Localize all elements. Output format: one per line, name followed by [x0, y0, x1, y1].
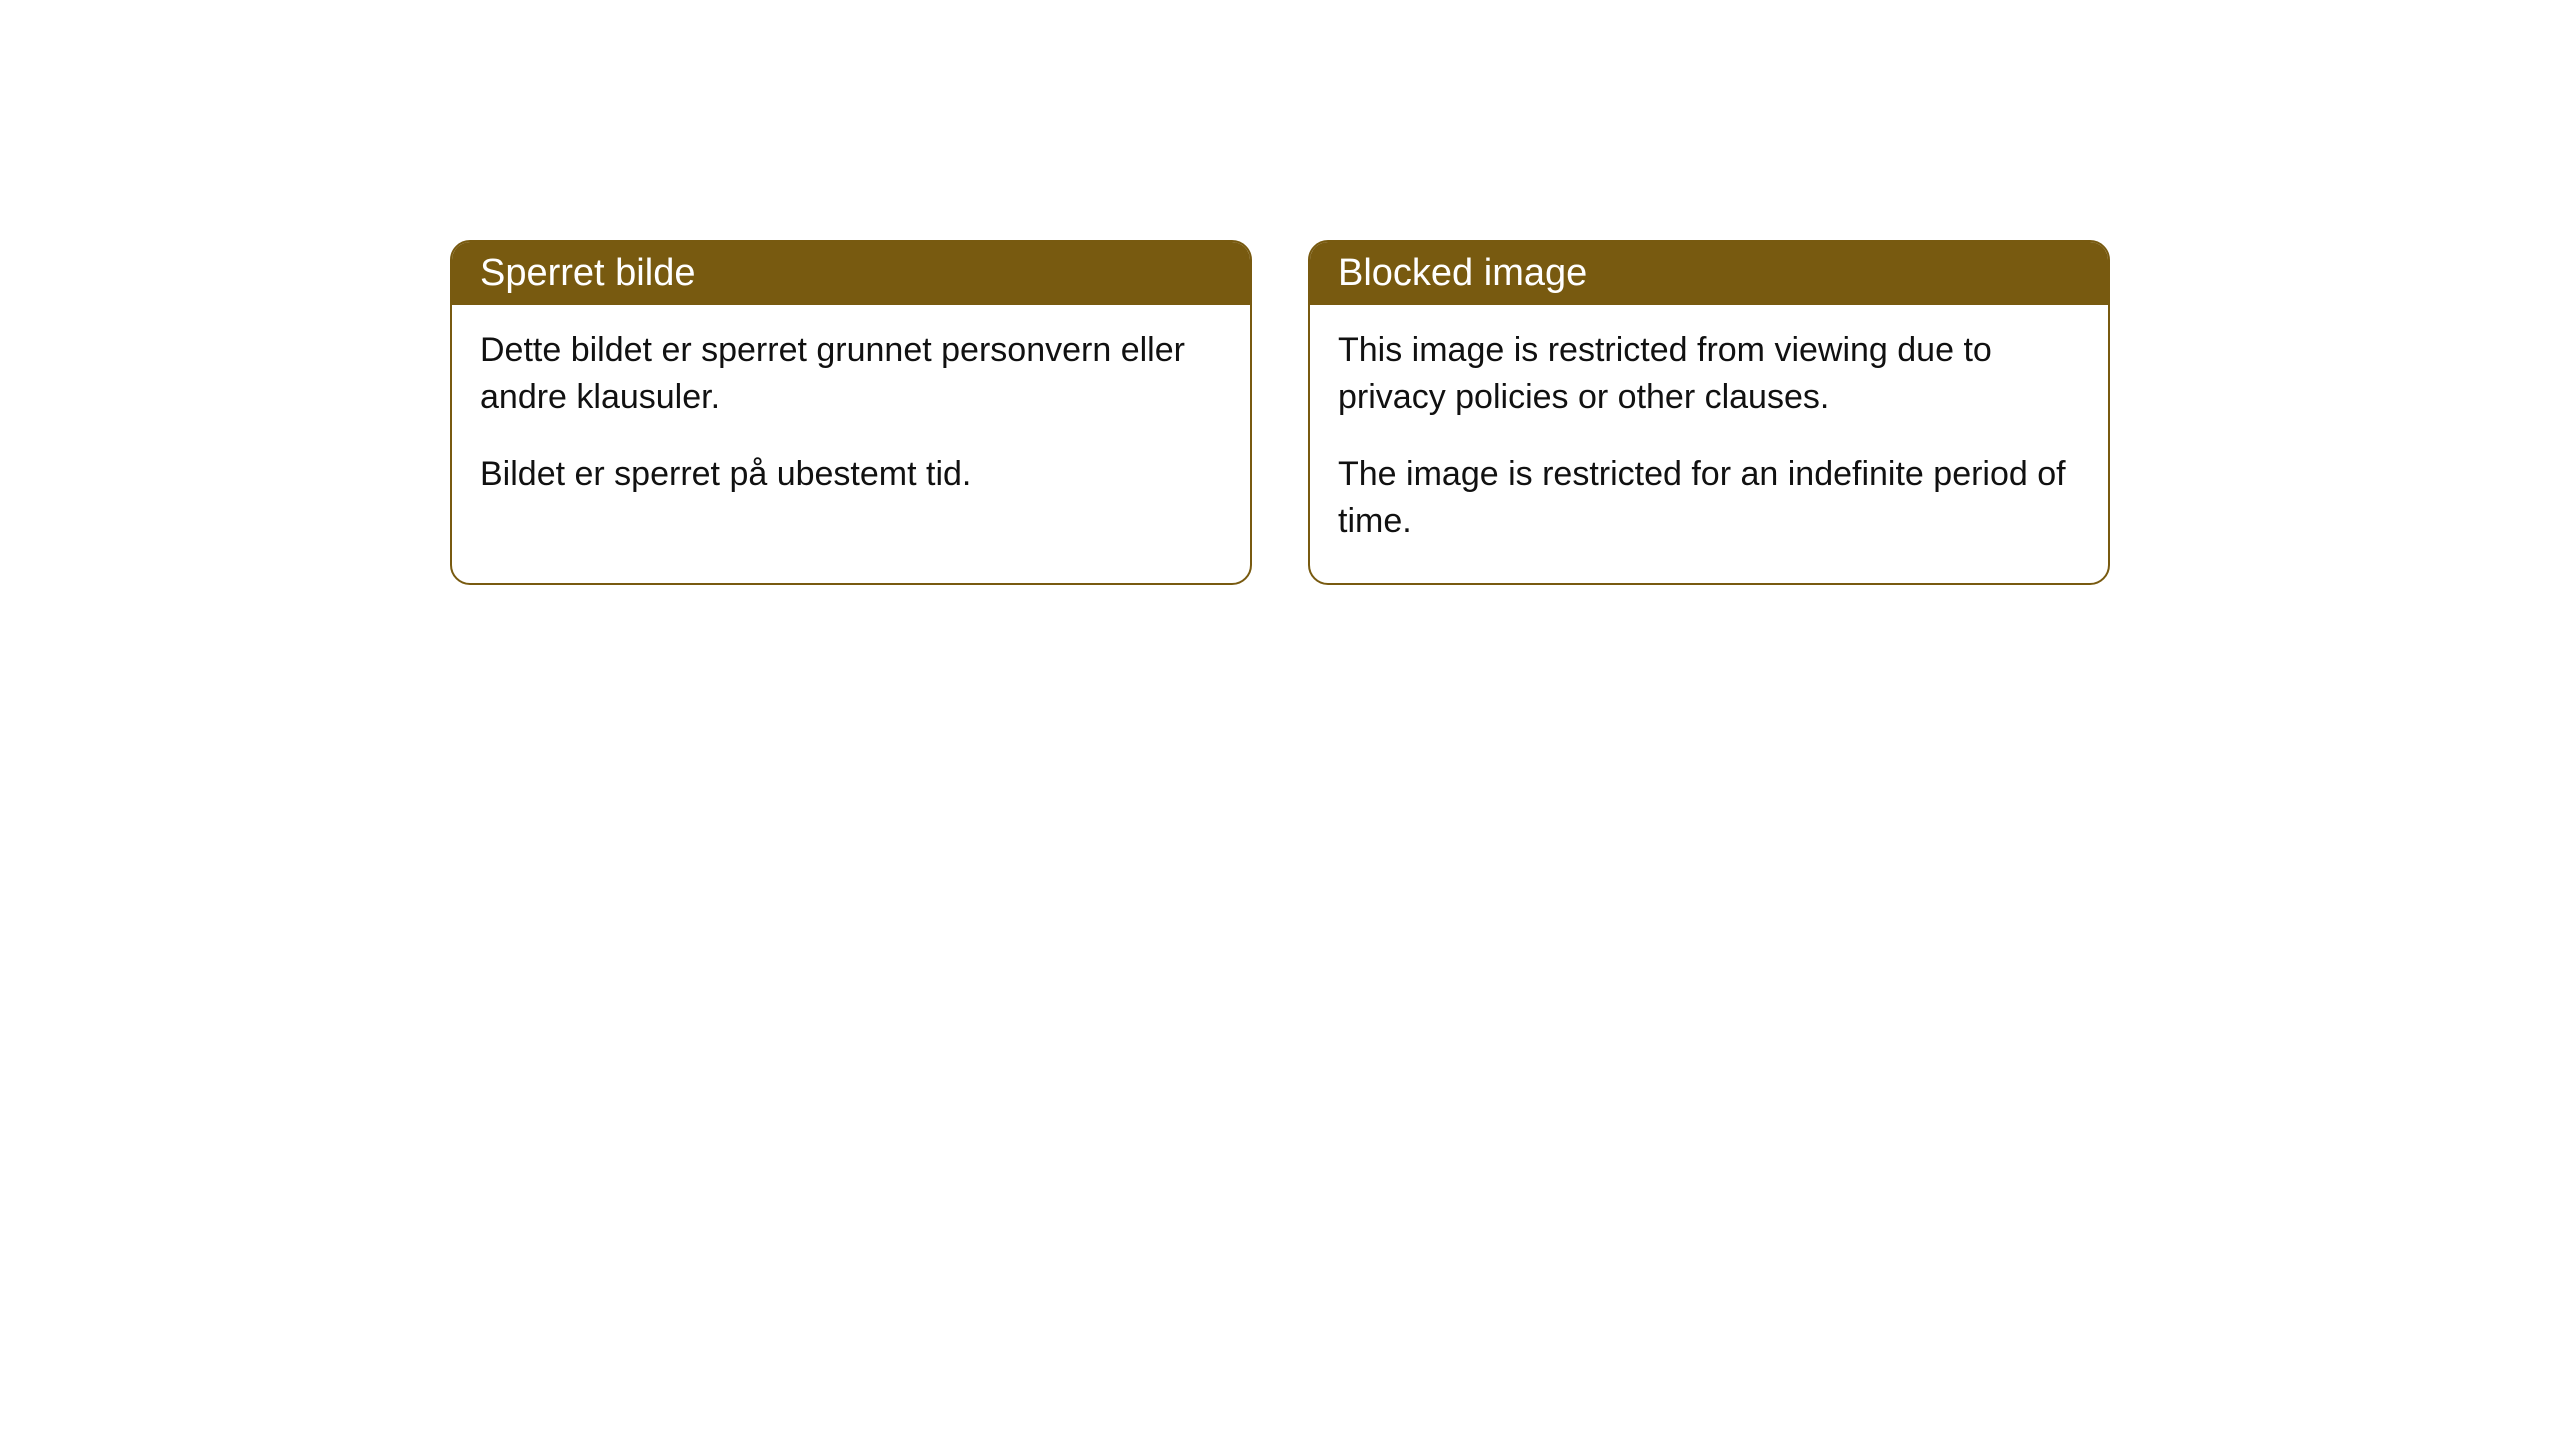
card-header-english: Blocked image — [1310, 242, 2108, 305]
card-paragraph-2: The image is restricted for an indefinit… — [1338, 451, 2080, 545]
card-paragraph-2: Bildet er sperret på ubestemt tid. — [480, 451, 1222, 498]
card-title: Sperret bilde — [480, 252, 695, 294]
card-header-norwegian: Sperret bilde — [452, 242, 1250, 305]
cards-container: Sperret bilde Dette bildet er sperret gr… — [450, 240, 2110, 585]
card-english: Blocked image This image is restricted f… — [1308, 240, 2110, 585]
card-paragraph-1: Dette bildet er sperret grunnet personve… — [480, 327, 1222, 421]
card-body-norwegian: Dette bildet er sperret grunnet personve… — [452, 305, 1250, 536]
card-title: Blocked image — [1338, 252, 1587, 294]
card-body-english: This image is restricted from viewing du… — [1310, 305, 2108, 583]
card-paragraph-1: This image is restricted from viewing du… — [1338, 327, 2080, 421]
card-norwegian: Sperret bilde Dette bildet er sperret gr… — [450, 240, 1252, 585]
